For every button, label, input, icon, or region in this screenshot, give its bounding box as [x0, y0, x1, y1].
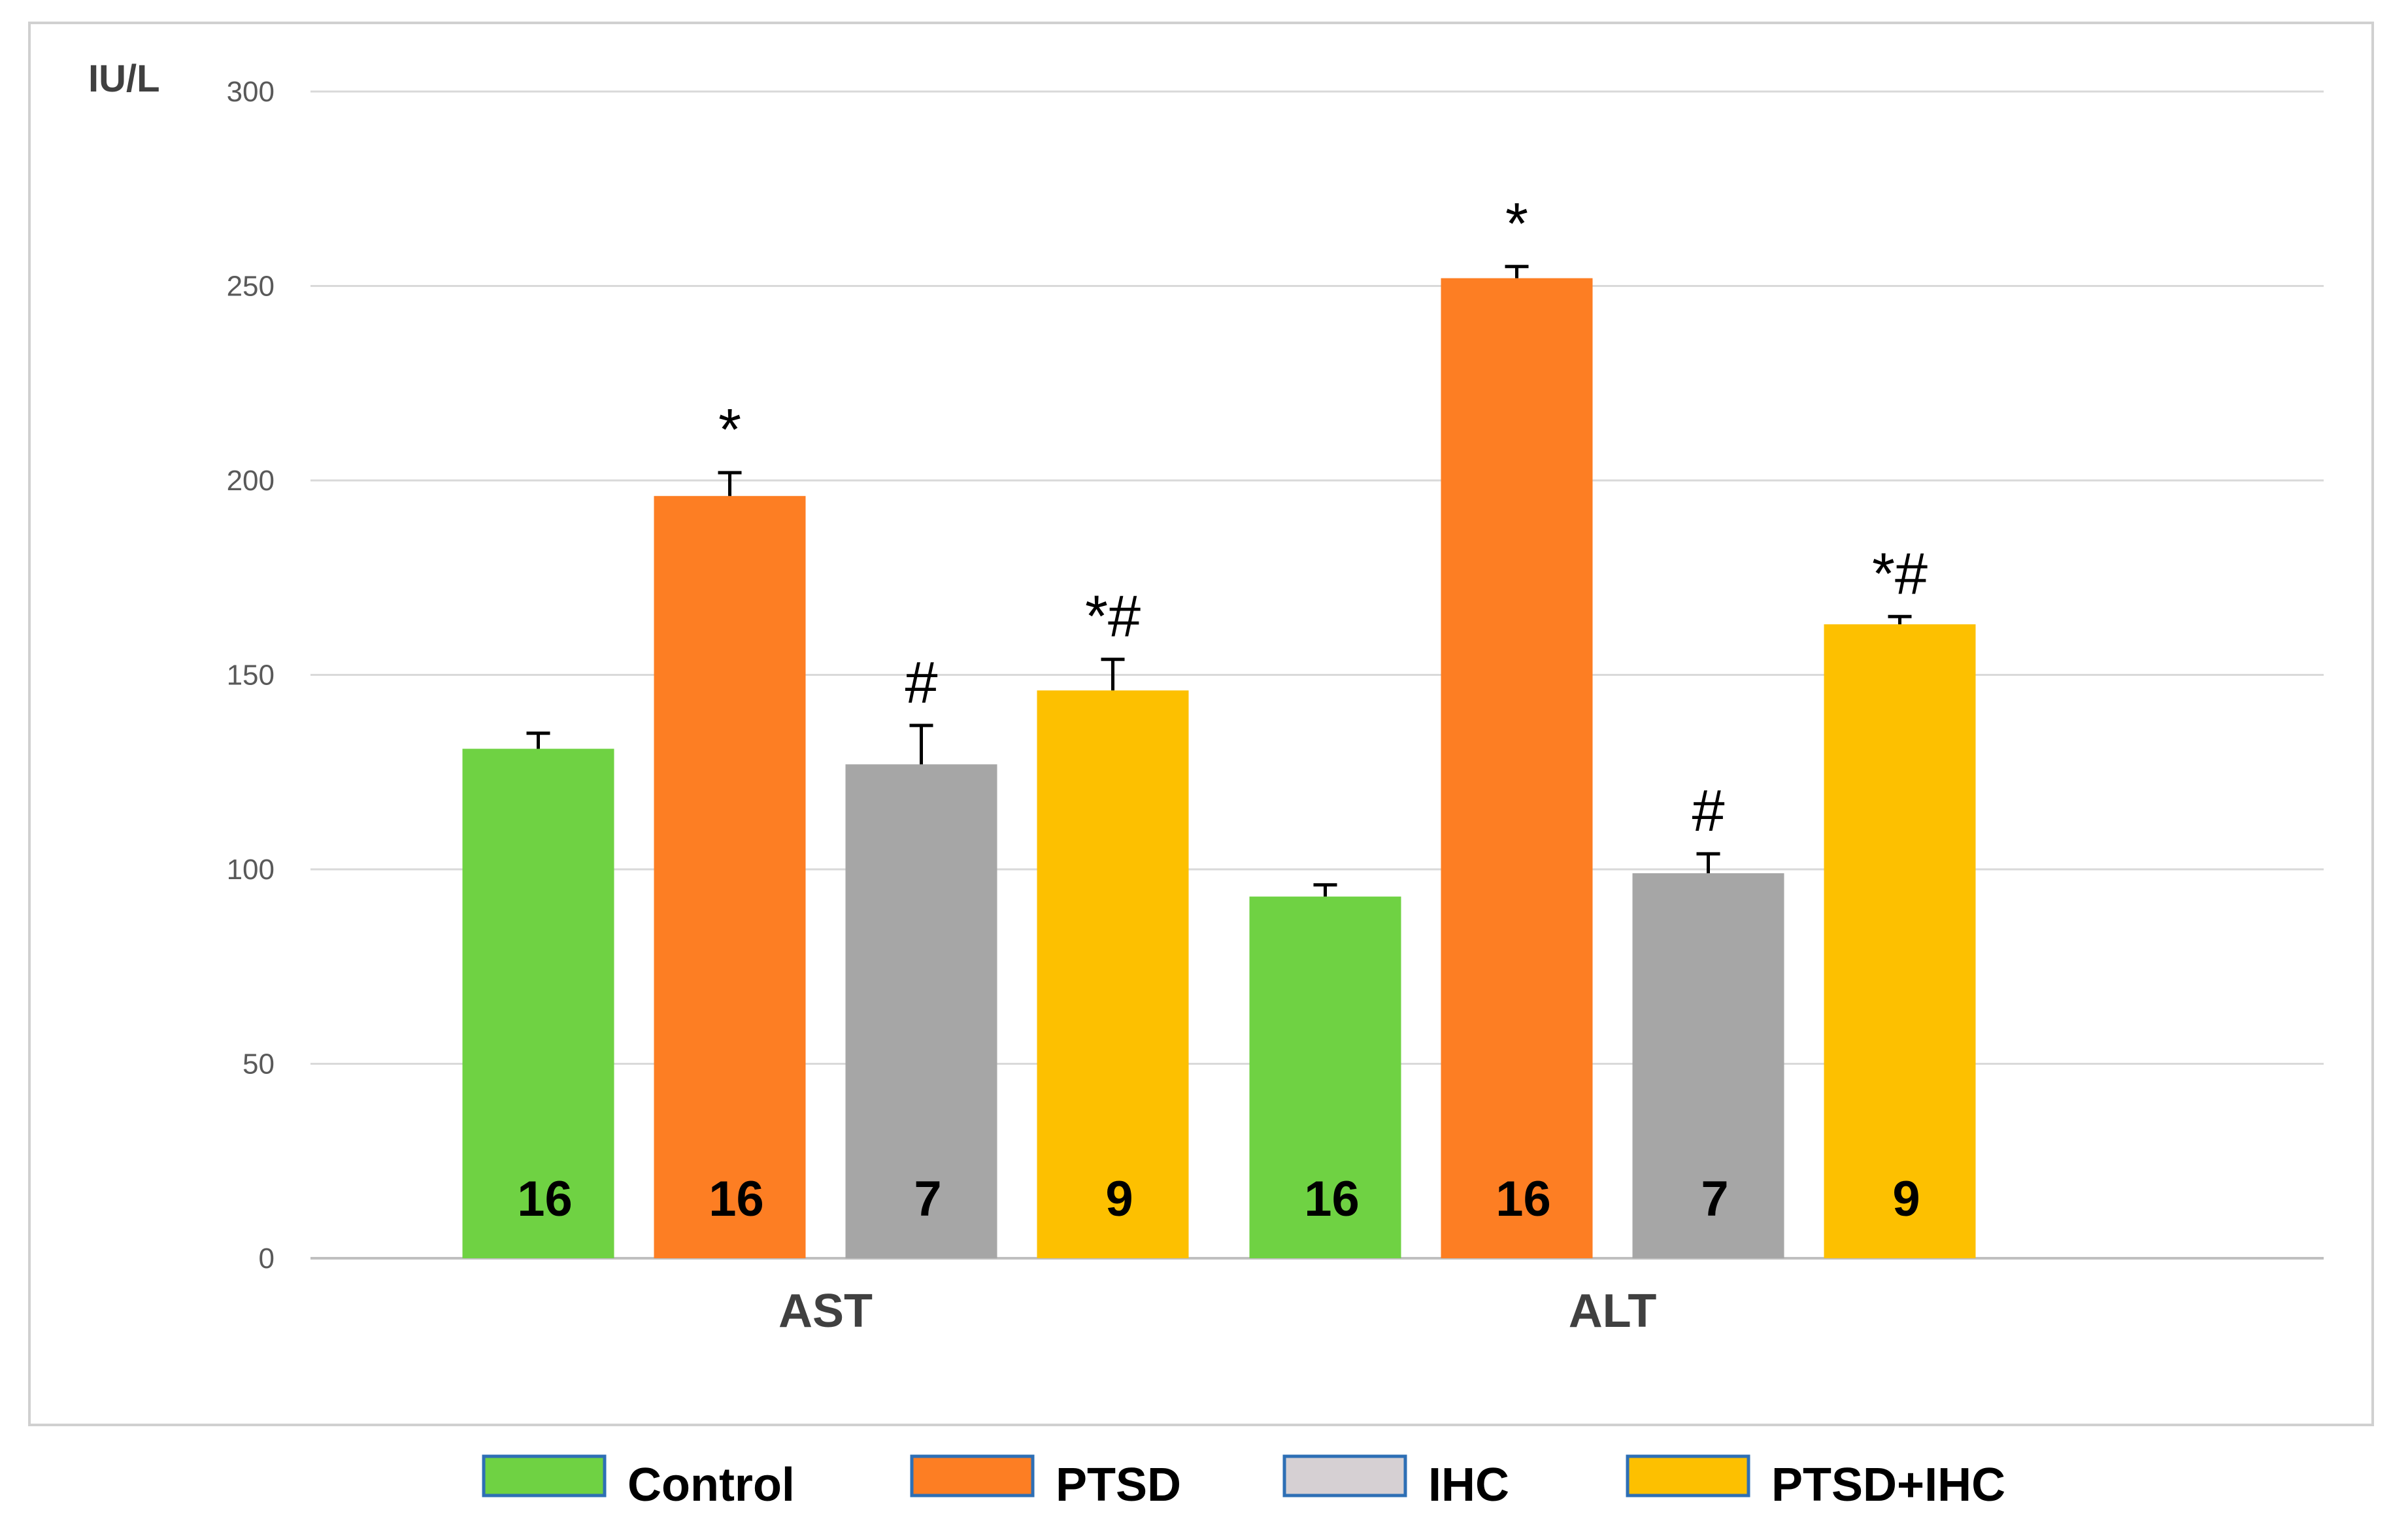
sample-size-label: 16: [1496, 1171, 1551, 1227]
bar-control-ast: [462, 748, 614, 1258]
bar-control-alt: [1249, 896, 1401, 1258]
legend-label: Control: [627, 1459, 795, 1511]
sample-size-label: 16: [709, 1171, 764, 1227]
y-tick-label: 0: [259, 1243, 275, 1275]
legend-label: PTSD+IHC: [1771, 1459, 2005, 1511]
category-label-alt: ALT: [1569, 1285, 1657, 1337]
bars: 16 * 16 #7 *# 9 16 * 16 #7 *# 9: [462, 192, 1976, 1259]
legend-swatch: [1282, 1454, 1407, 1497]
bar-ptsd-ast: [654, 495, 806, 1258]
legend-swatch: [482, 1454, 607, 1497]
y-tick-label: 100: [227, 854, 275, 886]
sample-size-label: 9: [1105, 1171, 1133, 1227]
legend-swatch: [910, 1454, 1035, 1497]
legend-item-ihc: IHC: [1282, 1454, 1509, 1511]
category-label-ast: AST: [778, 1285, 873, 1337]
bar-ihc-ast: [845, 764, 997, 1258]
gridlines: [310, 90, 2324, 1260]
legend-swatch: [1626, 1454, 1750, 1497]
significance-marker: *: [1505, 192, 1528, 257]
y-tick-label: 250: [227, 271, 275, 303]
sample-size-label: 7: [914, 1171, 941, 1227]
y-tick-label: 50: [242, 1048, 275, 1080]
legend-label: IHC: [1428, 1459, 1509, 1511]
sample-size-label: 16: [1304, 1171, 1360, 1227]
y-tick-label: 300: [227, 76, 275, 108]
legend-item-ptsd: PTSD: [910, 1454, 1181, 1511]
sample-size-label: 16: [517, 1171, 573, 1227]
y-tick-label: 200: [227, 465, 275, 497]
bar-ptsd-ihc-alt: [1824, 624, 1976, 1258]
sample-size-label: 9: [1892, 1171, 1920, 1227]
significance-marker: *#: [1872, 541, 1928, 607]
legend-item-control: Control: [482, 1454, 795, 1511]
category-labels: AST ALT: [778, 1285, 1656, 1337]
y-axis-ticks: 0 50 100 150 200 250 300: [227, 76, 275, 1275]
sample-size-label: 7: [1701, 1171, 1728, 1227]
significance-marker: *: [718, 397, 741, 463]
bar-ptsd-alt: [1441, 278, 1593, 1259]
legend: Control PTSD IHC PTSD+IHC: [482, 1454, 2005, 1511]
bar-ihc-alt: [1632, 873, 1784, 1258]
bar-ptsd-ihc-ast: [1037, 690, 1189, 1258]
legend-label: PTSD: [1056, 1459, 1181, 1511]
significance-marker: #: [905, 650, 937, 716]
y-tick-label: 150: [227, 660, 275, 692]
chart-frame: [28, 22, 2374, 1426]
significance-marker: #: [1692, 778, 1724, 844]
significance-marker: *#: [1085, 584, 1141, 650]
legend-item-ptsd-ihc: PTSD+IHC: [1626, 1454, 2005, 1511]
y-axis-unit-label: IU/L: [88, 58, 160, 100]
